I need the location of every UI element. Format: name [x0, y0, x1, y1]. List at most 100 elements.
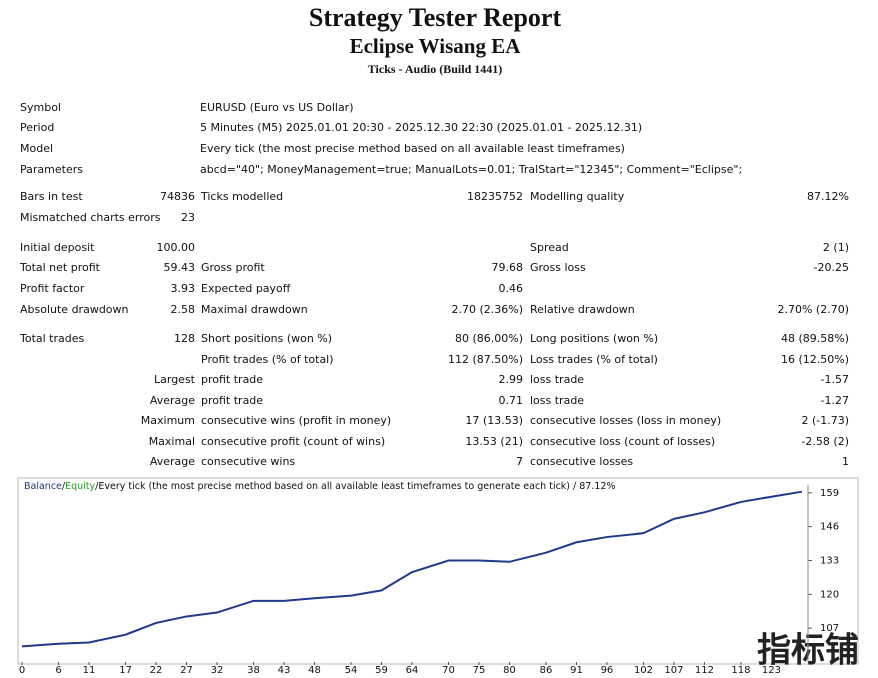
x-tick-label: 102 — [634, 665, 653, 676]
stat-value: 112 (87.50%) — [448, 353, 523, 366]
info-label: Parameters — [20, 163, 83, 176]
stat-value: 48 (89.58%) — [781, 332, 849, 345]
stat-label: Modelling quality — [530, 190, 625, 203]
x-tick-label: 64 — [406, 665, 419, 676]
stat-value: 2 (-1.73) — [801, 414, 849, 427]
stat-value: 74836 — [160, 190, 195, 203]
stat-value: -20.25 — [814, 261, 849, 274]
x-tick-label: 38 — [247, 665, 260, 676]
info-value: Every tick (the most precise method base… — [200, 142, 625, 155]
stat-value: 128 — [174, 332, 195, 345]
stat-value: 87.12% — [807, 190, 849, 203]
legend-separator: / — [95, 481, 99, 492]
x-tick-label: 27 — [180, 665, 193, 676]
stat-label: loss trade — [530, 394, 584, 407]
report-title: Strategy Tester Report — [309, 3, 562, 32]
legend-separator: / — [62, 481, 66, 492]
x-tick-label: 86 — [540, 665, 553, 676]
stat-label: Maximal drawdown — [201, 303, 308, 316]
stat-label: consecutive profit (count of wins) — [201, 435, 385, 448]
x-tick-label: 123 — [762, 665, 781, 676]
x-tick-label: 32 — [211, 665, 224, 676]
x-tick-label: 118 — [731, 665, 750, 676]
stat-label: Absolute drawdown — [20, 303, 129, 316]
build-info: Ticks - Audio (Build 1441) — [368, 62, 502, 76]
stat-value: 7 — [516, 455, 523, 468]
x-tick-label: 59 — [375, 665, 388, 676]
stat-value: 13.53 (21) — [465, 435, 523, 448]
stat-value: 2.99 — [499, 373, 524, 386]
stat-value: 2.70% (2.70) — [777, 303, 849, 316]
stat-label: Spread — [530, 241, 569, 254]
balance-line — [21, 490, 803, 648]
stat-label: consecutive losses (loss in money) — [530, 414, 721, 427]
x-tick-label: 96 — [601, 665, 614, 676]
info-label: Symbol — [20, 101, 61, 114]
x-tick-label: 112 — [695, 665, 714, 676]
info-value: abcd="40"; MoneyManagement=true; ManualL… — [200, 163, 742, 176]
report-subtitle: Eclipse Wisang EA — [350, 34, 522, 58]
stat-label: profit trade — [201, 394, 263, 407]
stat-value: 17 (13.53) — [465, 414, 523, 427]
stat-label: Maximal — [149, 435, 195, 448]
stat-value: 79.68 — [492, 261, 524, 274]
stat-label: consecutive wins (profit in money) — [201, 414, 391, 427]
x-tick-label: 22 — [150, 665, 163, 676]
stat-value: -1.57 — [821, 373, 849, 386]
stat-value: 0.71 — [499, 394, 524, 407]
x-tick-label: 0 — [19, 665, 25, 676]
stat-value: 2.70 (2.36%) — [451, 303, 523, 316]
x-tick-label: 6 — [55, 665, 61, 676]
stat-label: Mismatched charts errors — [20, 211, 161, 224]
x-tick-label: 48 — [308, 665, 321, 676]
stat-label: Profit trades (% of total) — [201, 353, 334, 366]
chart-subtitle: Every tick (the most precise method base… — [98, 481, 615, 492]
stat-label: Largest — [154, 373, 196, 386]
stat-label: consecutive loss (count of losses) — [530, 435, 715, 448]
x-tick-label: 80 — [503, 665, 516, 676]
stat-label: Total net profit — [19, 261, 101, 274]
x-tick-label: 54 — [345, 665, 358, 676]
stat-value: 3.93 — [171, 282, 196, 295]
stat-label: Profit factor — [20, 282, 85, 295]
chart-frame — [17, 477, 859, 665]
stat-label: Initial deposit — [20, 241, 95, 254]
stat-value: 2 (1) — [823, 241, 849, 254]
stat-label: profit trade — [201, 373, 263, 386]
stat-label: Short positions (won %) — [201, 332, 332, 345]
stat-label: Expected payoff — [201, 282, 291, 295]
stat-label: Loss trades (% of total) — [530, 353, 658, 366]
stat-value: 1 — [842, 455, 849, 468]
y-tick-label: 133 — [820, 555, 839, 566]
stat-value: 0.46 — [499, 282, 524, 295]
stat-label: consecutive losses — [530, 455, 633, 468]
x-tick-label: 70 — [442, 665, 455, 676]
x-tick-label: 11 — [83, 665, 96, 676]
stat-value: 16 (12.50%) — [781, 353, 849, 366]
y-tick-label: 159 — [820, 488, 839, 499]
stat-label: consecutive wins — [201, 455, 295, 468]
stat-label: Gross profit — [201, 261, 265, 274]
info-label: Model — [20, 142, 53, 155]
stat-value: 18235752 — [467, 190, 523, 203]
stat-label: Ticks modelled — [200, 190, 283, 203]
info-value: 5 Minutes (M5) 2025.01.01 20:30 - 2025.1… — [200, 121, 642, 134]
y-tick-label: 146 — [820, 522, 839, 533]
stat-label: Maximum — [141, 414, 195, 427]
stat-label: Total trades — [19, 332, 85, 345]
info-value: EURUSD (Euro vs US Dollar) — [200, 101, 354, 114]
stat-label: Average — [150, 455, 195, 468]
legend-balance: Balance — [24, 481, 62, 492]
stat-value: 23 — [181, 211, 195, 224]
stat-label: Gross loss — [530, 261, 586, 274]
info-label: Period — [20, 121, 54, 134]
stat-label: Average — [150, 394, 195, 407]
stat-value: -1.27 — [821, 394, 849, 407]
stat-value: 2.58 — [171, 303, 196, 316]
stat-value: 100.00 — [157, 241, 196, 254]
stat-label: Long positions (won %) — [530, 332, 658, 345]
legend-equity: Equity — [65, 481, 95, 492]
x-tick-label: 75 — [473, 665, 486, 676]
stat-label: Relative drawdown — [530, 303, 635, 316]
